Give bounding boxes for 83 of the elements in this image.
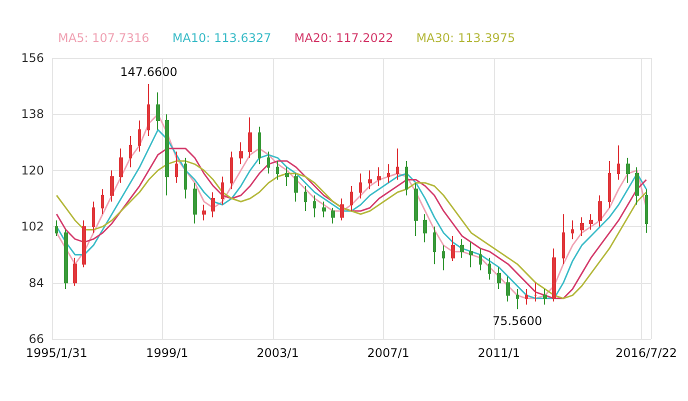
candlestick	[64, 229, 68, 290]
candlestick	[340, 198, 344, 221]
candlestick	[617, 144, 620, 180]
candlestick	[580, 216, 584, 236]
candlestick	[184, 157, 187, 199]
candlestick	[635, 166, 639, 206]
x-tick-label: 1995/1/31	[26, 346, 88, 360]
candlestick	[101, 188, 104, 215]
candlestick	[294, 173, 298, 202]
candlestick	[304, 186, 307, 212]
candlestick	[211, 192, 215, 218]
candlestick	[331, 207, 335, 224]
candlestick	[562, 214, 565, 265]
candlestick	[129, 136, 132, 168]
candlestick	[239, 142, 243, 165]
x-tick-label: 2016/7/22	[616, 346, 678, 360]
candlestick	[589, 214, 593, 230]
candlestick	[405, 160, 408, 196]
candlestick	[92, 201, 95, 234]
candlestick	[377, 166, 381, 187]
candlestick	[119, 148, 123, 184]
candlestick	[221, 176, 224, 206]
text: MA5: 107.7316	[58, 31, 150, 45]
candlestick	[626, 157, 630, 184]
candlestick	[313, 194, 316, 218]
annotation: 147.6600	[120, 65, 178, 80]
candlestick	[285, 166, 289, 187]
candlestick	[414, 182, 418, 236]
candlestick	[543, 288, 547, 306]
candlestick	[497, 266, 501, 290]
y-tick-label: 84	[28, 276, 44, 290]
x-tick-label: 2007/1	[367, 346, 410, 360]
candlestick	[387, 164, 390, 184]
candlestick	[267, 151, 270, 174]
candlestick	[110, 170, 114, 202]
candlestick	[230, 151, 233, 190]
candlestick	[488, 257, 491, 280]
candlestick	[608, 160, 611, 208]
candlestick	[469, 242, 473, 268]
candlestick	[534, 282, 537, 302]
text: MA10: 113.6327	[172, 31, 272, 45]
candlestick	[175, 151, 178, 184]
candlestick	[460, 238, 464, 258]
candlestick	[138, 120, 141, 152]
x-tick-label: 2003/1	[256, 346, 299, 360]
candlestick	[396, 148, 399, 180]
candlestick	[248, 116, 252, 158]
candlestick	[552, 248, 556, 302]
candlestick	[451, 235, 455, 262]
candlestick	[525, 288, 528, 306]
candlestick	[442, 244, 445, 271]
candlestick	[165, 114, 169, 196]
candlestick	[193, 182, 197, 224]
candlestick	[147, 84, 150, 137]
candlestick	[156, 92, 160, 130]
candlestick	[82, 220, 86, 268]
candlestick	[645, 188, 648, 234]
candlestick	[571, 220, 574, 240]
candlestick	[598, 194, 602, 228]
text: MA20: 117.2022	[294, 31, 394, 45]
candlestick	[423, 214, 427, 243]
y-tick-label: 102	[21, 220, 44, 234]
candlestick	[368, 170, 372, 190]
x-tick-label: 2011/1	[478, 346, 520, 360]
y-tick-label: 156	[21, 51, 44, 65]
candlestick	[433, 226, 436, 265]
y-tick-label: 138	[21, 107, 44, 122]
candlestick	[322, 201, 326, 218]
candlestick	[276, 160, 279, 180]
annotation: 75.5600	[492, 314, 542, 328]
candlestick	[516, 288, 519, 310]
candlestick	[55, 220, 58, 236]
candlestick	[359, 173, 362, 199]
candlestick	[479, 248, 482, 271]
candlestick	[258, 126, 261, 165]
candlestick	[202, 204, 206, 221]
x-tick-label: 1999/1	[146, 346, 188, 360]
candlestick	[506, 276, 510, 302]
candlestick	[73, 257, 77, 286]
y-tick-label: 120	[21, 163, 44, 178]
y-tick-label: 66	[28, 332, 44, 346]
text: MA30: 113.3975	[416, 31, 516, 45]
candlestick	[350, 186, 353, 212]
